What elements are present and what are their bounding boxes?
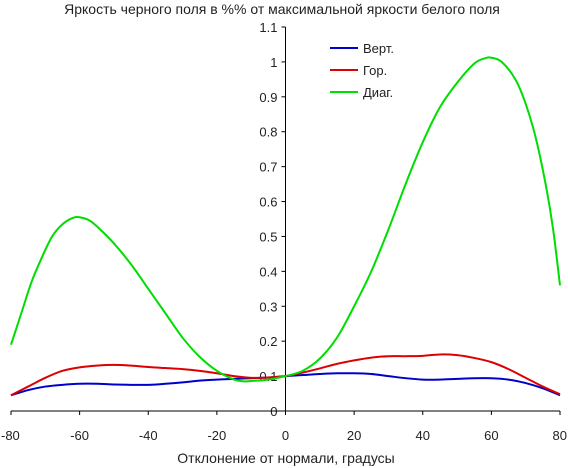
- chart-legend: Верт. Гор. Диаг.: [330, 41, 394, 100]
- x-tick-label: -80: [1, 428, 20, 443]
- chart-title: Яркость черного поля в %% от максимально…: [64, 1, 500, 17]
- y-tick-label: 0.7: [259, 160, 277, 175]
- x-tick-label: 80: [553, 428, 567, 443]
- y-tick-label: 0.9: [259, 90, 277, 105]
- legend-label: Диаг.: [363, 85, 393, 100]
- x-tick-label: -40: [139, 428, 158, 443]
- y-tick-label: 1.1: [259, 20, 277, 35]
- y-tick-label: 0.8: [259, 125, 277, 140]
- y-tick-label: 0.5: [259, 229, 277, 244]
- x-axis-ticks: -80 -60 -40 -20 0 20 40 60 80: [1, 411, 567, 443]
- y-tick-label: 0.3: [259, 299, 277, 314]
- legend-label: Верт.: [363, 41, 394, 56]
- y-tick-label: 0.2: [259, 334, 277, 349]
- x-tick-label: -60: [70, 428, 89, 443]
- series-layer: [10, 56, 561, 397]
- y-tick-label: 0.6: [259, 195, 277, 210]
- x-tick-label: 60: [484, 428, 498, 443]
- series-line-3: [10, 56, 561, 383]
- y-axis-ticks: 00.10.20.30.40.50.60.70.80.911.1: [259, 20, 286, 419]
- x-tick-label: -20: [207, 428, 226, 443]
- x-tick-label: 40: [416, 428, 430, 443]
- x-axis-label: Отклонение от нормали, градусы: [177, 450, 394, 466]
- x-tick-label: 0: [282, 428, 289, 443]
- legend-label: Гор.: [363, 63, 387, 78]
- y-tick-label: 0.4: [259, 264, 277, 279]
- y-tick-label: 1: [270, 55, 277, 70]
- x-tick-label: 20: [347, 428, 361, 443]
